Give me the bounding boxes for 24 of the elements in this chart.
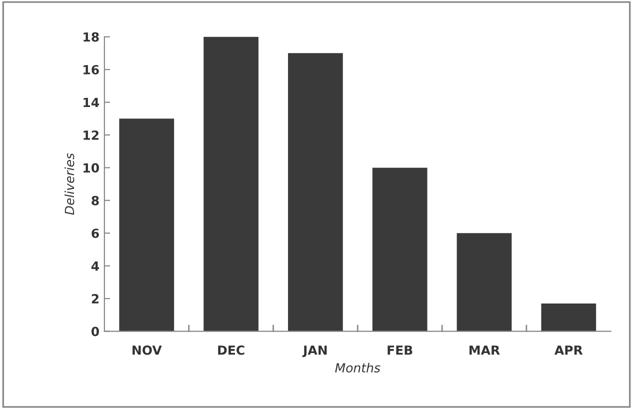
y-axis-title: Deliveries [64, 153, 74, 215]
x-tick-label: NOV [132, 345, 162, 355]
y-tick-label: 16 [84, 65, 99, 74]
bar [372, 168, 428, 332]
y-tick-label: 10 [84, 163, 99, 173]
x-tick-label: FEB [388, 346, 412, 355]
y-tick-label: 2 [92, 294, 98, 304]
bar [288, 53, 343, 332]
y-tick-label: 0 [91, 326, 99, 336]
y-tick-label: 4 [91, 261, 100, 271]
bar [204, 36, 258, 332]
y-tick-label: 8 [92, 196, 99, 206]
bar [119, 118, 174, 332]
x-tick-label: MAR [470, 346, 500, 355]
x-tick-label: DEC [218, 345, 244, 355]
bar [541, 303, 596, 332]
x-tick-label: APR [554, 346, 583, 355]
x-axis-title: Months [335, 362, 380, 373]
y-tick-label: 12 [84, 130, 98, 140]
x-tick-label: JAN [302, 346, 327, 358]
y-tick-label: 6 [92, 228, 99, 238]
bar [456, 233, 512, 332]
y-tick-label: 18 [84, 32, 99, 42]
y-tick-label: 14 [84, 98, 100, 107]
